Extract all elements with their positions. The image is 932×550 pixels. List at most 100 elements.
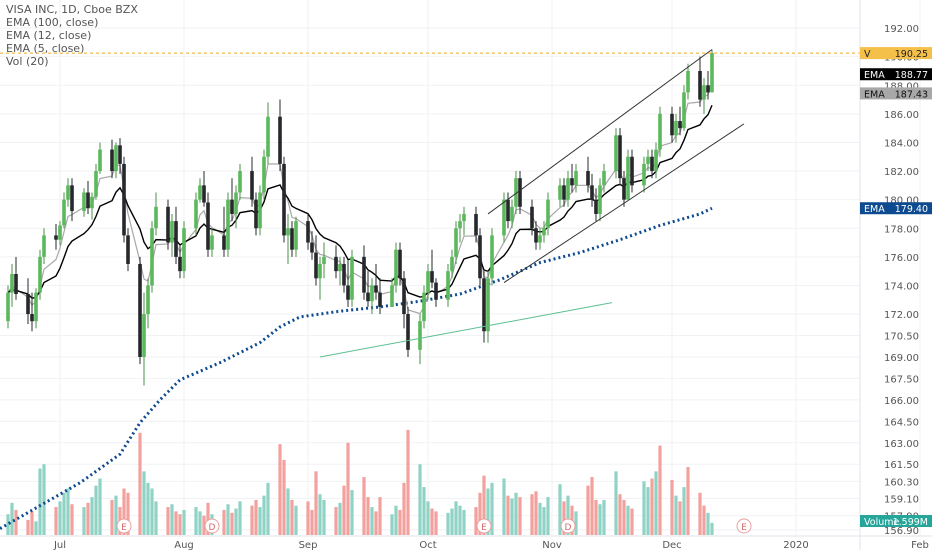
candle — [450, 249, 454, 279]
volume-bar — [450, 508, 454, 535]
candle-body — [374, 285, 378, 293]
volume-bar — [26, 519, 30, 535]
x-tick-label: 2020 — [783, 540, 808, 550]
y-tick-label: 169.00 — [884, 353, 919, 364]
candle-body — [586, 171, 590, 186]
volume-bar — [58, 501, 62, 535]
volume-bar — [226, 504, 230, 535]
volume-bar — [650, 478, 654, 535]
candle — [706, 70, 710, 100]
candle-body — [558, 185, 562, 200]
volume-bar — [338, 502, 342, 535]
ema5: EMA 187.43 — [860, 87, 932, 100]
candle-body — [290, 228, 294, 250]
candle-body — [478, 235, 482, 279]
candle — [426, 264, 430, 300]
volume-bar — [426, 501, 430, 535]
candle-body — [642, 163, 646, 186]
volume-bar — [294, 505, 298, 535]
candle — [38, 249, 42, 300]
candle-body — [86, 192, 90, 209]
candle-body — [630, 156, 634, 186]
candle-body — [126, 235, 130, 264]
candle — [614, 128, 618, 179]
candle — [562, 178, 566, 207]
volume-bar — [42, 464, 46, 535]
volume-bar — [626, 505, 630, 535]
candle — [514, 171, 518, 214]
candle-body — [198, 185, 202, 200]
volume-bar — [422, 487, 426, 535]
candle — [534, 221, 538, 250]
trendlines[interactable] — [0, 49, 860, 358]
candle — [90, 192, 94, 220]
volume-bar — [282, 459, 286, 535]
candle — [402, 271, 406, 329]
legend-ema5[interactable]: EMA (5, close) — [6, 42, 85, 55]
candle — [202, 171, 206, 207]
y-tick-label: 176.00 — [884, 253, 919, 264]
volume-bar — [98, 478, 102, 535]
legend-ema100[interactable]: EMA (100, close) — [6, 16, 99, 29]
candle — [390, 278, 394, 307]
candle — [478, 228, 482, 286]
x-tick-label: Aug — [174, 540, 194, 550]
ema12-value: 188.77 — [895, 70, 928, 81]
time-axis[interactable]: Jul Aug Sep Oct Nov Dec 2020 Feb — [0, 535, 932, 550]
candle-body — [506, 199, 510, 222]
legend-ema12[interactable]: EMA (12, close) — [6, 29, 92, 42]
ema12-bg — [860, 68, 932, 81]
event-marker-label: E — [741, 523, 747, 533]
x-tick-label: Oct — [419, 540, 436, 550]
candle-body — [82, 192, 86, 212]
candle-body — [510, 206, 514, 222]
candle-body — [258, 192, 262, 229]
candle-body — [226, 199, 230, 250]
volume-bar — [586, 485, 590, 535]
candle-body — [418, 321, 422, 350]
candle-body — [482, 278, 486, 332]
volume-bar — [594, 499, 598, 535]
volume-bar — [70, 504, 74, 535]
candle — [654, 142, 658, 179]
volume-bar — [306, 501, 310, 535]
candle-body — [42, 235, 46, 257]
volume-bar — [542, 507, 546, 535]
candle — [94, 163, 98, 200]
candle-body — [282, 163, 286, 236]
volume-bar — [342, 485, 346, 535]
price-axis[interactable]: 192.00190.00188.00186.00184.00182.00180.… — [859, 0, 919, 550]
legend-vol[interactable]: Vol (20) — [6, 55, 49, 68]
candle-body — [458, 221, 462, 229]
volume-bar — [598, 504, 602, 535]
candle — [118, 138, 122, 174]
volume-bar — [406, 429, 410, 535]
candle-body — [430, 271, 434, 283]
volume-bar — [698, 492, 702, 535]
volume-bar — [378, 497, 382, 535]
volume-bar — [146, 482, 150, 535]
candle — [178, 245, 182, 279]
volume-bar — [202, 515, 206, 535]
volume-bar — [574, 511, 578, 535]
volume-bar — [62, 492, 66, 535]
y-tick-label: 174.00 — [884, 281, 919, 292]
volume-bar — [370, 507, 374, 535]
candle-body — [538, 235, 542, 243]
candle-body — [194, 199, 198, 229]
candle — [34, 288, 38, 329]
volume-bar — [430, 508, 434, 535]
legend-title[interactable]: VISA INC, 1D, Cboe BZX — [6, 3, 138, 16]
candle — [406, 306, 410, 357]
volume-bar — [398, 509, 402, 535]
candle — [206, 192, 210, 257]
volume-bar — [602, 499, 606, 535]
candle — [630, 149, 634, 193]
volume-bar — [222, 509, 226, 535]
candle-body — [486, 278, 490, 332]
candle-body — [370, 285, 374, 302]
volume-bar — [618, 494, 622, 535]
volume-bar — [14, 509, 18, 535]
